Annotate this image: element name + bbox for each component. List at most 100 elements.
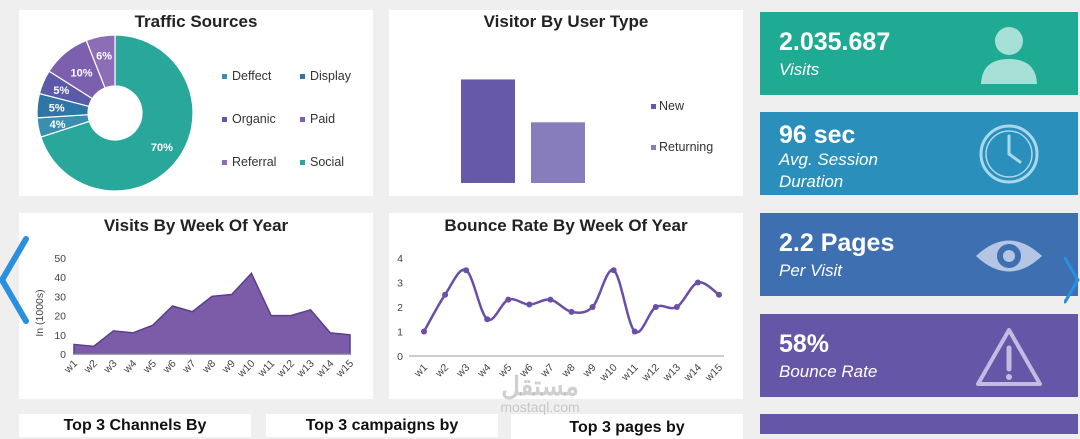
- pie-slice-label: 10%: [71, 68, 93, 80]
- kpi-session-duration: 96 sec Avg. Session Duration: [760, 112, 1078, 195]
- visits-area: [73, 272, 351, 355]
- kpi-value: 2.2 Pages: [779, 229, 895, 257]
- legend-label: Display: [310, 69, 351, 83]
- x-tick-label: w1: [411, 362, 430, 381]
- bottom-card-title: Top 3 Channels By: [19, 417, 251, 437]
- y-tick-label: 30: [54, 291, 66, 303]
- x-tick-label: w10: [597, 362, 620, 385]
- x-tick-label: w12: [274, 358, 297, 381]
- y-tick-label: 20: [54, 311, 66, 323]
- kpi-label: Bounce Rate: [779, 362, 878, 381]
- bar-returning: [531, 122, 585, 183]
- legend-swatch: [300, 160, 305, 166]
- bounce-point: [526, 301, 533, 308]
- user-icon: [981, 27, 1037, 84]
- y-tick-label: 40: [54, 272, 66, 284]
- legend-swatch: [222, 160, 227, 166]
- pie-slice-label: 6%: [96, 51, 112, 63]
- watermark-latin: mostaql.com: [500, 399, 580, 415]
- legend-item-organic: Organic: [222, 112, 276, 126]
- x-tick-label: w15: [333, 358, 356, 381]
- legend-swatch: [222, 117, 227, 123]
- kpi-label-line1: Avg. Session: [779, 150, 878, 169]
- y-tick-label: 2: [397, 302, 403, 314]
- visitor-type-bar-chart: New Returning: [461, 79, 713, 183]
- pie-slice-label: 4%: [50, 119, 66, 131]
- bottom-card-title: Top 3 campaigns by: [266, 417, 498, 437]
- traffic-sources-card: Traffic Sources 70% 4% 5% 5% 10% 6% Deffect Di…: [19, 10, 373, 196]
- kpi-partial-tile: [760, 414, 1078, 434]
- x-tick-label: w13: [294, 358, 317, 381]
- bounce-point: [484, 316, 491, 323]
- bounce-point: [631, 328, 638, 335]
- legend-item-deffect: Deffect: [222, 69, 271, 83]
- bounce-point: [442, 291, 449, 298]
- carousel-next-arrow-icon[interactable]: [1064, 235, 1080, 325]
- kpi-value: 2.035.687: [779, 28, 891, 56]
- kpi-pages-per-visit: 2.2 Pages Per Visit: [760, 213, 1078, 296]
- bounce-point: [547, 296, 554, 303]
- pie-slice-label: 5%: [49, 102, 65, 114]
- bounce-point: [589, 304, 596, 310]
- kpi-value: 96 sec: [779, 121, 856, 149]
- kpi-value: 58%: [779, 330, 830, 358]
- x-tick-label: w5: [140, 358, 159, 377]
- legend-item-paid: Paid: [300, 112, 335, 126]
- visitor-type-title: Visitor By User Type: [483, 12, 649, 31]
- x-tick-label: w15: [702, 362, 725, 385]
- kpi-visits: 2.035.687 Visits: [760, 12, 1078, 95]
- carousel-prev-arrow-icon[interactable]: [0, 235, 30, 325]
- bottom-card-channels: Top 3 Channels By: [19, 414, 251, 437]
- bottom-card-title: Top 3 pages by: [511, 419, 743, 439]
- kpi-bounce-rate: 58% Bounce Rate: [760, 314, 1078, 397]
- y-tick-label: 0: [60, 349, 66, 361]
- pie-slice-label: 70%: [151, 142, 173, 154]
- x-tick-label: w3: [454, 362, 473, 381]
- x-tick-label: w14: [681, 362, 704, 385]
- bounce-point: [568, 308, 575, 315]
- bounce-line: [422, 268, 720, 334]
- legend-swatch: [300, 74, 305, 80]
- bottom-card-campaigns: Top 3 campaigns by: [266, 414, 498, 437]
- x-tick-label: w13: [660, 362, 683, 385]
- bounce-week-card: Bounce Rate By Week Of Year 0 1 2 3 4 w1 w2 w3 w…: [389, 213, 743, 399]
- y-tick-label: 3: [397, 278, 403, 290]
- bounce-point: [694, 279, 701, 286]
- x-tick-label: w12: [639, 362, 662, 385]
- warning-icon: [976, 328, 1042, 386]
- y-tick-label: 10: [54, 330, 66, 342]
- y-tick-label: 0: [397, 351, 403, 363]
- bounce-point: [673, 304, 680, 310]
- x-tick-label: w4: [121, 358, 140, 377]
- bar-new: [461, 79, 515, 183]
- x-tick-label: w10: [235, 358, 258, 381]
- legend-label: Referral: [232, 155, 277, 169]
- legend-label: Deffect: [232, 69, 272, 83]
- legend-item-social: Social: [300, 155, 344, 169]
- x-tick-label: w11: [255, 358, 277, 380]
- bounce-week-title: Bounce Rate By Week Of Year: [444, 216, 688, 235]
- pie-slice-label: 5%: [53, 85, 69, 97]
- legend-swatch: [651, 145, 656, 150]
- x-tick-label: w2: [81, 358, 100, 377]
- watermark: مستقل mostaql.com: [480, 372, 600, 414]
- legend-label-returning: Returning: [659, 140, 713, 154]
- pie-slice-referral: [85, 34, 116, 89]
- bottom-card-pages: Top 3 pages by: [511, 414, 743, 439]
- y-axis-label: In (1000s): [34, 289, 46, 336]
- legend-label: Social: [310, 155, 345, 169]
- x-tick-label: w7: [180, 358, 199, 377]
- visitor-type-card: Visitor By User Type New Returning: [389, 10, 743, 196]
- watermark-arabic: مستقل: [501, 371, 579, 401]
- visits-week-title: Visits By Week Of Year: [103, 216, 289, 235]
- traffic-sources-donut-chart: 70%4%5%5%10%6%: [36, 34, 194, 192]
- legend-label: Organic: [232, 112, 276, 126]
- y-tick-label: 50: [54, 253, 66, 265]
- legend-swatch: [222, 74, 227, 80]
- legend-swatch: [300, 117, 305, 123]
- legend-label: Paid: [310, 112, 336, 126]
- x-tick-label: w8: [199, 358, 218, 377]
- bounce-point: [505, 296, 512, 303]
- kpi-label: Visits: [779, 60, 820, 79]
